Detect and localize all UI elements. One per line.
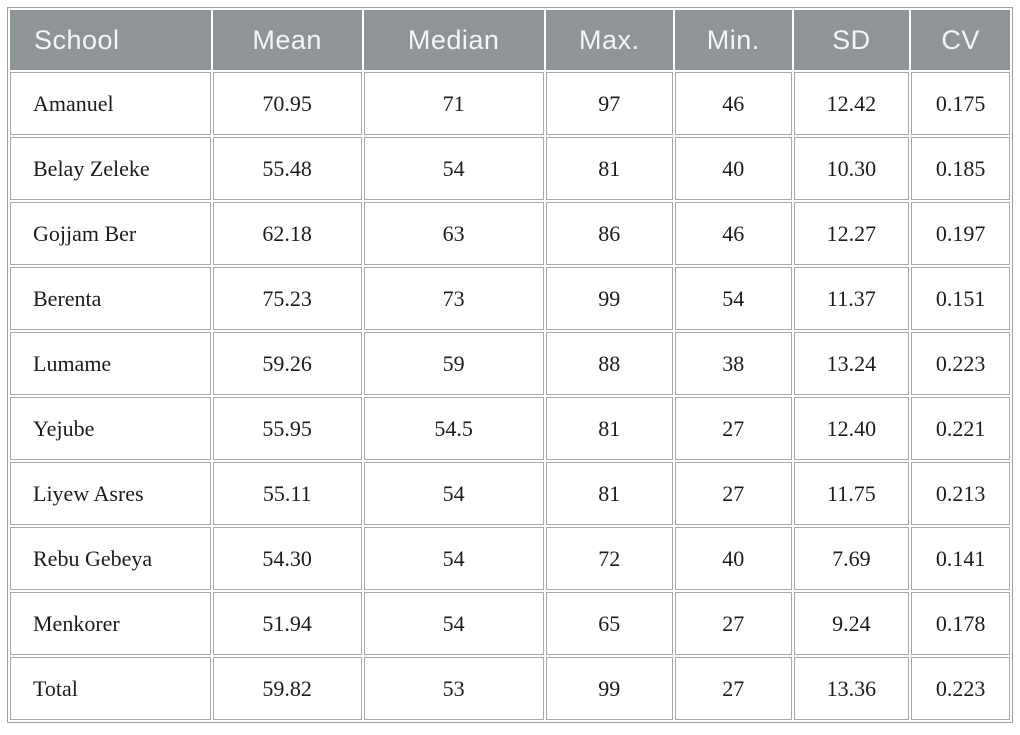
cell-value: 40	[675, 137, 792, 200]
cell-value: 27	[675, 462, 792, 525]
cell-value: 0.141	[911, 527, 1010, 590]
table-row: Rebu Gebeya 54.30 54 72 40 7.69 0.141	[10, 527, 1010, 590]
cell-school-name: Lumame	[10, 332, 211, 395]
cell-value: 0.151	[911, 267, 1010, 330]
column-header-cv: CV	[911, 10, 1010, 70]
cell-value: 73	[363, 267, 544, 330]
cell-value: 75.23	[212, 267, 362, 330]
table-row: Yejube 55.95 54.5 81 27 12.40 0.221	[10, 397, 1010, 460]
cell-school-name: Belay Zeleke	[10, 137, 211, 200]
cell-school-name: Total	[10, 657, 211, 720]
cell-value: 88	[545, 332, 673, 395]
cell-value: 54	[363, 137, 544, 200]
cell-value: 0.185	[911, 137, 1010, 200]
cell-value: 70.95	[212, 72, 362, 135]
cell-value: 12.27	[793, 202, 910, 265]
cell-value: 51.94	[212, 592, 362, 655]
cell-value: 97	[545, 72, 673, 135]
cell-value: 7.69	[793, 527, 910, 590]
cell-value: 27	[675, 397, 792, 460]
school-statistics-table: School Mean Median Max. Min. SD CV Amanu…	[7, 7, 1013, 723]
table-row: Menkorer 51.94 54 65 27 9.24 0.178	[10, 592, 1010, 655]
table-row: Total 59.82 53 99 27 13.36 0.223	[10, 657, 1010, 720]
cell-value: 99	[545, 267, 673, 330]
cell-value: 55.48	[212, 137, 362, 200]
cell-value: 59.26	[212, 332, 362, 395]
cell-value: 27	[675, 592, 792, 655]
cell-value: 0.213	[911, 462, 1010, 525]
cell-value: 81	[545, 137, 673, 200]
column-header-sd: SD	[793, 10, 910, 70]
cell-value: 54.30	[212, 527, 362, 590]
cell-value: 59.82	[212, 657, 362, 720]
column-header-school: School	[10, 10, 211, 70]
cell-value: 99	[545, 657, 673, 720]
cell-value: 54.5	[363, 397, 544, 460]
cell-value: 54	[363, 527, 544, 590]
cell-value: 9.24	[793, 592, 910, 655]
column-header-median: Median	[363, 10, 544, 70]
column-header-min: Min.	[675, 10, 792, 70]
cell-value: 54	[363, 462, 544, 525]
cell-school-name: Yejube	[10, 397, 211, 460]
cell-value: 55.95	[212, 397, 362, 460]
cell-value: 13.24	[793, 332, 910, 395]
cell-value: 0.223	[911, 332, 1010, 395]
cell-value: 65	[545, 592, 673, 655]
cell-value: 86	[545, 202, 673, 265]
cell-value: 10.30	[793, 137, 910, 200]
table-row: Liyew Asres 55.11 54 81 27 11.75 0.213	[10, 462, 1010, 525]
table-row: Belay Zeleke 55.48 54 81 40 10.30 0.185	[10, 137, 1010, 200]
cell-value: 46	[675, 202, 792, 265]
cell-value: 59	[363, 332, 544, 395]
table-header-row: School Mean Median Max. Min. SD CV	[10, 10, 1010, 70]
cell-value: 62.18	[212, 202, 362, 265]
table-row: Lumame 59.26 59 88 38 13.24 0.223	[10, 332, 1010, 395]
cell-value: 55.11	[212, 462, 362, 525]
cell-value: 11.37	[793, 267, 910, 330]
cell-value: 0.221	[911, 397, 1010, 460]
cell-value: 81	[545, 462, 673, 525]
cell-value: 0.197	[911, 202, 1010, 265]
cell-value: 0.178	[911, 592, 1010, 655]
cell-value: 46	[675, 72, 792, 135]
cell-school-name: Gojjam Ber	[10, 202, 211, 265]
cell-value: 40	[675, 527, 792, 590]
cell-value: 54	[363, 592, 544, 655]
cell-value: 12.40	[793, 397, 910, 460]
cell-school-name: Berenta	[10, 267, 211, 330]
table-row: Amanuel 70.95 71 97 46 12.42 0.175	[10, 72, 1010, 135]
table-row: Gojjam Ber 62.18 63 86 46 12.27 0.197	[10, 202, 1010, 265]
cell-value: 13.36	[793, 657, 910, 720]
table-body: Amanuel 70.95 71 97 46 12.42 0.175 Belay Zeleke…	[10, 72, 1010, 720]
cell-value: 71	[363, 72, 544, 135]
cell-value: 53	[363, 657, 544, 720]
cell-value: 0.175	[911, 72, 1010, 135]
cell-value: 27	[675, 657, 792, 720]
cell-school-name: Rebu Gebeya	[10, 527, 211, 590]
column-header-mean: Mean	[212, 10, 362, 70]
cell-value: 11.75	[793, 462, 910, 525]
cell-value: 63	[363, 202, 544, 265]
cell-value: 0.223	[911, 657, 1010, 720]
cell-value: 12.42	[793, 72, 910, 135]
cell-value: 72	[545, 527, 673, 590]
cell-value: 54	[675, 267, 792, 330]
column-header-max: Max.	[545, 10, 673, 70]
cell-value: 81	[545, 397, 673, 460]
cell-school-name: Amanuel	[10, 72, 211, 135]
cell-school-name: Liyew Asres	[10, 462, 211, 525]
cell-school-name: Menkorer	[10, 592, 211, 655]
table-row: Berenta 75.23 73 99 54 11.37 0.151	[10, 267, 1010, 330]
cell-value: 38	[675, 332, 792, 395]
